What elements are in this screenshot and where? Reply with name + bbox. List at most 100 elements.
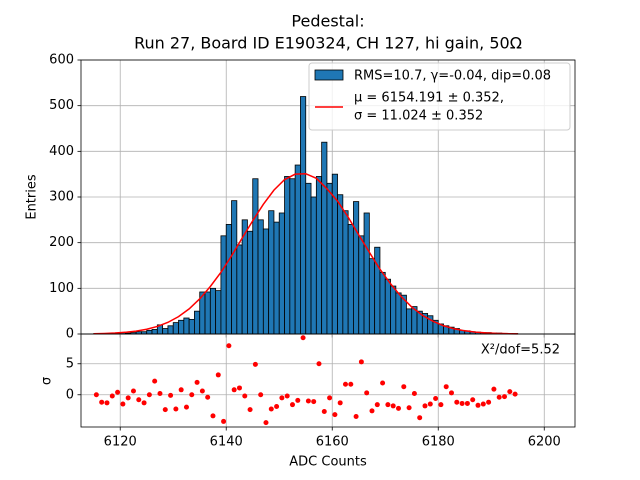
histogram-bar	[363, 212, 370, 335]
residual-point	[454, 399, 460, 405]
residual-point	[168, 392, 174, 398]
residual-point	[258, 392, 264, 398]
residual-point	[321, 409, 327, 414]
x-tick-label: 6180	[422, 435, 455, 450]
histogram-bar	[368, 258, 376, 335]
y-tick-label: 0	[66, 327, 74, 342]
y-tick-label: 100	[49, 281, 74, 296]
residual-point	[284, 393, 290, 399]
residual-point	[242, 393, 248, 399]
legend-label: RMS=10.7, γ=-0.04, dip=0.08	[354, 69, 551, 84]
residual-point	[470, 397, 476, 403]
residual-point	[502, 394, 508, 400]
residual-point	[385, 402, 391, 408]
histogram-bar	[215, 290, 222, 335]
y-tick-label: 400	[49, 144, 74, 159]
histogram-bar	[406, 308, 413, 335]
residual-point	[507, 389, 513, 395]
residual-point	[289, 402, 295, 408]
residual-point	[157, 391, 163, 397]
x-axis-label: ADC Counts	[289, 455, 367, 470]
histogram-bar	[188, 318, 195, 335]
residual-point	[374, 402, 380, 408]
histogram-bar	[326, 182, 333, 335]
y-tick-label: 200	[49, 235, 74, 250]
y-tick-label: 0	[66, 387, 74, 402]
residual-point	[104, 400, 110, 406]
histogram-bar	[305, 182, 312, 335]
residual-point	[305, 398, 311, 404]
residual-point	[99, 399, 105, 405]
residual-point	[491, 386, 497, 392]
residual-point	[120, 401, 126, 407]
residual-point	[380, 380, 386, 386]
histogram-bar	[390, 285, 397, 335]
residual-point	[199, 388, 205, 394]
histogram-bar	[252, 178, 259, 335]
residual-point	[364, 390, 370, 396]
residual-point	[433, 395, 439, 401]
residual-point	[369, 408, 375, 414]
histogram-bar	[289, 178, 296, 335]
residual-point	[231, 387, 237, 393]
plot-frame	[80, 333, 576, 428]
residual-point	[173, 406, 179, 412]
histogram-bar	[358, 235, 365, 335]
histogram-bar	[278, 212, 285, 335]
residual-point	[115, 389, 121, 395]
residual-point	[417, 415, 423, 421]
histogram-bar	[300, 96, 307, 335]
residual-point	[226, 343, 232, 349]
histogram-bar	[268, 210, 275, 335]
residual-point	[406, 405, 412, 411]
y-axis-label: σ	[40, 377, 55, 385]
histogram-bar	[162, 328, 169, 335]
histogram-bar	[220, 235, 227, 335]
x-tick-label: 6200	[528, 435, 561, 450]
chart-title: Pedestal:	[291, 12, 364, 31]
histogram-bar	[247, 230, 254, 335]
annotation: X²/dof=5.52	[481, 343, 560, 358]
histogram-bar	[194, 310, 201, 335]
residual-point	[215, 372, 221, 378]
residual-point	[311, 399, 317, 405]
residual-point	[146, 392, 152, 398]
histogram-bar	[204, 291, 211, 335]
residual-point	[205, 394, 211, 400]
residual-point	[353, 413, 359, 419]
histogram-bar	[379, 271, 386, 335]
histogram-bar	[347, 223, 354, 335]
residual-point	[401, 384, 407, 390]
histogram-bar	[353, 201, 360, 335]
legend-label: μ = 6154.191 ± 0.352,	[354, 91, 504, 106]
residual-point	[427, 401, 433, 407]
y-axis-label: Entries	[25, 174, 40, 220]
x-tick-label: 6140	[210, 435, 243, 450]
residual-point	[295, 397, 301, 403]
residual-point	[395, 405, 401, 411]
residual-point	[152, 378, 158, 384]
residual-point	[252, 361, 258, 367]
histogram-bar	[273, 221, 280, 335]
residual-point	[162, 407, 168, 413]
residual-point	[236, 385, 242, 391]
residual-point	[348, 381, 354, 387]
residual-point	[130, 388, 136, 394]
chart-subtitle: Run 27, Board ID E190324, CH 127, hi gai…	[134, 34, 522, 53]
residual-point	[464, 400, 470, 406]
residual-point	[125, 395, 131, 401]
residual-point	[449, 390, 454, 396]
histogram-bar	[284, 176, 291, 335]
residual-point	[342, 381, 348, 387]
residual-point	[411, 391, 417, 397]
legend: RMS=10.7, γ=-0.04, dip=0.08 μ = 6154.191 …	[308, 62, 571, 131]
residual-point	[475, 402, 481, 408]
legend-swatch	[314, 69, 344, 81]
residual-point	[189, 392, 195, 398]
histogram-bar	[294, 164, 301, 335]
residual-point	[93, 392, 99, 398]
residual-point	[459, 400, 465, 406]
residual-point	[316, 361, 322, 367]
y-tick-label: 600	[49, 53, 74, 68]
